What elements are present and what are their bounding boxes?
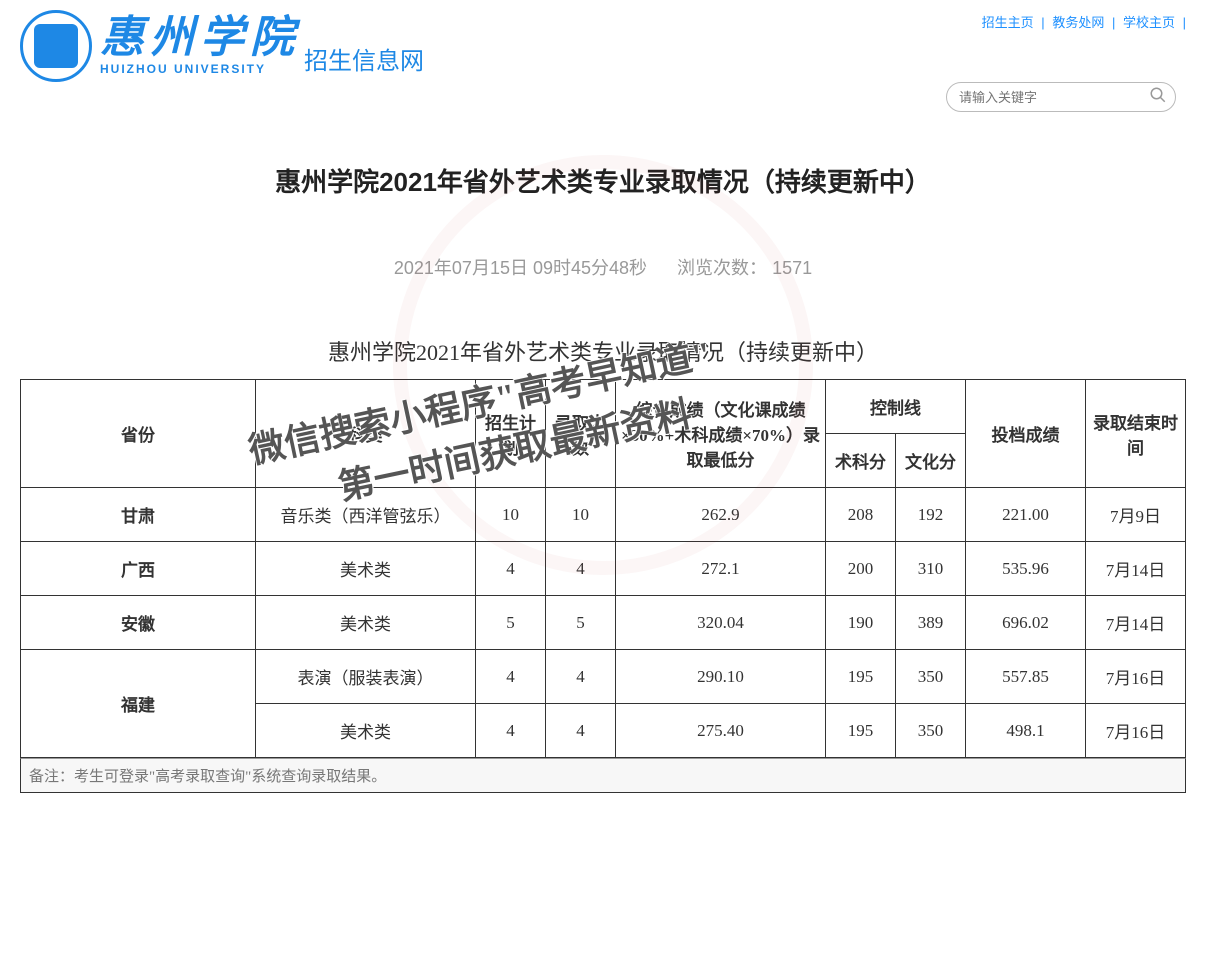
th-art-score: 术科分 [826,434,896,488]
cell-category: 美术类 [256,542,476,596]
publish-datetime: 2021年07月15日 09时45分48秒 [394,258,647,278]
search-icon[interactable] [1149,86,1167,109]
table-footnote: 备注：考生可登录"高考录取查询"系统查询录取结果。 [20,758,1186,793]
cell-count: 5 [546,596,616,650]
logo-cn: 惠州学院 [100,16,300,60]
link-school[interactable]: 学校主页 [1123,15,1175,30]
cell-culture: 350 [896,704,966,758]
link-zhaosheng[interactable]: 招生主页 [982,15,1034,30]
cell-composite: 272.1 [616,542,826,596]
cell-count: 4 [546,542,616,596]
th-culture-score: 文化分 [896,434,966,488]
logo-block: 惠州学院 HUIZHOU UNIVERSITY [20,10,300,82]
table-row: 福建 表演（服装表演） 4 4 290.10 195 350 557.85 7月… [21,650,1186,704]
cell-file: 557.85 [966,650,1086,704]
cell-end: 7月14日 [1086,596,1186,650]
content-wrap: 惠州学院2021年省外艺术类专业录取情况（持续更新中） 省份 科类 招生计划 录… [20,335,1186,793]
cell-plan: 4 [476,650,546,704]
cell-category: 美术类 [256,596,476,650]
cell-plan: 10 [476,488,546,542]
cell-end: 7月16日 [1086,704,1186,758]
meta-line: 2021年07月15日 09时45分48秒 浏览次数： 1571 [0,254,1206,280]
admission-table: 省份 科类 招生计划 录取人数 综合成绩（文化课成绩×30%+术科成绩×70%）… [20,379,1186,758]
cell-culture: 310 [896,542,966,596]
cell-count: 4 [546,704,616,758]
th-category: 科类 [256,380,476,488]
page-title: 惠州学院2021年省外艺术类专业录取情况（持续更新中） [0,162,1206,199]
nav-sep: | [1183,15,1186,30]
cell-composite: 262.9 [616,488,826,542]
cell-province: 安徽 [21,596,256,650]
cell-composite: 320.04 [616,596,826,650]
cell-art: 195 [826,650,896,704]
cell-plan: 4 [476,542,546,596]
logo-emblem-icon [20,10,92,82]
th-end-time: 录取结束时间 [1086,380,1186,488]
th-file-score: 投档成绩 [966,380,1086,488]
cell-end: 7月9日 [1086,488,1186,542]
site-subtitle: 招生信息网 [304,41,424,76]
cell-file: 696.02 [966,596,1086,650]
cell-end: 7月14日 [1086,542,1186,596]
view-label: 浏览次数： [677,258,767,278]
table-title: 惠州学院2021年省外艺术类专业录取情况（持续更新中） [20,335,1186,367]
logo-en: HUIZHOU UNIVERSITY [100,62,300,76]
cell-province: 广西 [21,542,256,596]
th-control: 控制线 [826,380,966,434]
table-row: 甘肃 音乐类（西洋管弦乐） 10 10 262.9 208 192 221.00… [21,488,1186,542]
cell-category: 表演（服装表演） [256,650,476,704]
cell-category: 音乐类（西洋管弦乐） [256,488,476,542]
table-row: 安徽 美术类 5 5 320.04 190 389 696.02 7月14日 [21,596,1186,650]
cell-culture: 389 [896,596,966,650]
cell-art: 200 [826,542,896,596]
search-box[interactable] [946,82,1176,112]
cell-plan: 4 [476,704,546,758]
cell-art: 190 [826,596,896,650]
cell-count: 4 [546,650,616,704]
cell-composite: 290.10 [616,650,826,704]
cell-art: 195 [826,704,896,758]
cell-art: 208 [826,488,896,542]
cell-province: 甘肃 [21,488,256,542]
cell-province: 福建 [21,650,256,758]
logo-text: 惠州学院 HUIZHOU UNIVERSITY [100,16,300,76]
th-count: 录取人数 [546,380,616,488]
table-row: 广西 美术类 4 4 272.1 200 310 535.96 7月14日 [21,542,1186,596]
cell-count: 10 [546,488,616,542]
th-plan: 招生计划 [476,380,546,488]
cell-culture: 192 [896,488,966,542]
view-count: 1571 [772,258,812,278]
cell-file: 221.00 [966,488,1086,542]
link-jiaowu[interactable]: 教务处网 [1052,15,1104,30]
cell-culture: 350 [896,650,966,704]
top-nav-links: 招生主页 | 教务处网 | 学校主页 | [978,12,1186,31]
nav-sep: | [1041,15,1044,30]
th-composite: 综合成绩（文化课成绩×30%+术科成绩×70%）录取最低分 [616,380,826,488]
cell-plan: 5 [476,596,546,650]
search-input[interactable] [959,90,1149,105]
nav-sep: | [1112,15,1115,30]
cell-composite: 275.40 [616,704,826,758]
cell-category: 美术类 [256,704,476,758]
th-province: 省份 [21,380,256,488]
cell-file: 535.96 [966,542,1086,596]
cell-end: 7月16日 [1086,650,1186,704]
cell-file: 498.1 [966,704,1086,758]
